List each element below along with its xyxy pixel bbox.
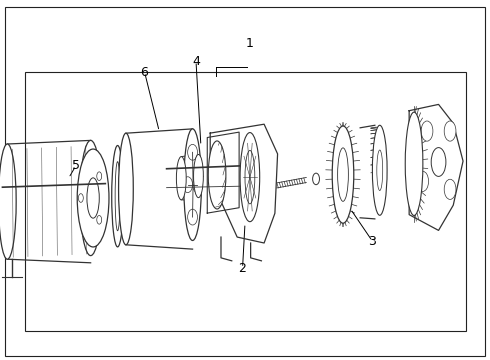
Ellipse shape [80, 140, 101, 256]
Ellipse shape [338, 148, 348, 201]
Ellipse shape [78, 194, 83, 202]
Ellipse shape [115, 162, 120, 231]
Text: 6: 6 [141, 66, 148, 78]
Ellipse shape [194, 154, 203, 198]
Ellipse shape [188, 209, 197, 225]
Ellipse shape [332, 126, 354, 223]
Ellipse shape [444, 121, 456, 141]
Ellipse shape [313, 173, 319, 185]
Ellipse shape [245, 150, 255, 204]
Ellipse shape [183, 177, 193, 193]
Text: 3: 3 [368, 235, 376, 248]
Ellipse shape [97, 172, 102, 180]
Ellipse shape [208, 141, 226, 209]
Ellipse shape [431, 148, 446, 176]
Text: 4: 4 [192, 55, 200, 68]
Ellipse shape [193, 177, 202, 193]
Text: 2: 2 [239, 262, 246, 275]
Ellipse shape [188, 144, 197, 160]
Ellipse shape [372, 125, 387, 215]
Text: 1: 1 [246, 37, 254, 50]
Ellipse shape [421, 121, 433, 141]
Ellipse shape [240, 132, 260, 222]
Ellipse shape [184, 129, 201, 240]
Ellipse shape [112, 145, 123, 247]
Ellipse shape [97, 216, 102, 224]
Ellipse shape [87, 178, 99, 218]
Ellipse shape [119, 133, 133, 245]
Ellipse shape [176, 157, 186, 200]
Ellipse shape [0, 144, 16, 259]
Text: 5: 5 [72, 159, 80, 172]
Ellipse shape [444, 179, 456, 199]
Ellipse shape [77, 149, 109, 247]
Ellipse shape [405, 112, 423, 215]
Bar [24, 72, 465, 331]
Ellipse shape [417, 171, 429, 192]
